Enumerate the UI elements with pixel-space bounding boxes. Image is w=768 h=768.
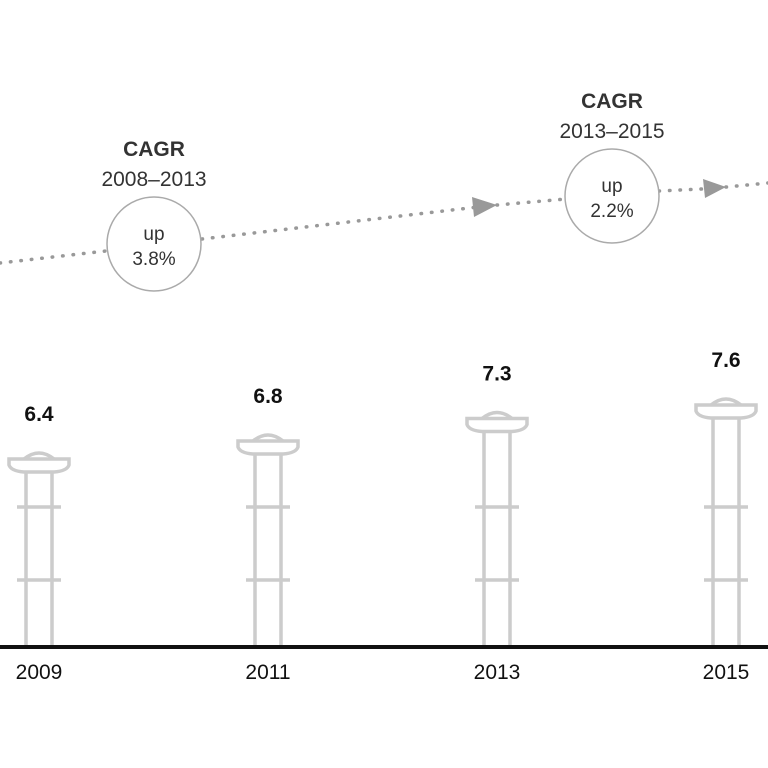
value-label-2011: 6.8 bbox=[253, 385, 283, 408]
trend-segment-3 bbox=[495, 197, 568, 207]
trend-layer bbox=[0, 179, 768, 265]
cagr-annotation-2: CAGR 2013–2015 up 2.2% bbox=[559, 90, 665, 244]
cagr-period: 2013–2015 bbox=[559, 120, 664, 143]
pillar-2011 bbox=[236, 433, 300, 647]
trend-segment-4 bbox=[657, 187, 704, 193]
pillar-2009 bbox=[7, 451, 71, 647]
cagr-title: CAGR bbox=[123, 138, 185, 161]
cagr-circle bbox=[106, 196, 202, 292]
tick-label-2009: 2009 bbox=[16, 661, 63, 684]
pillar-cap-platform bbox=[465, 416, 529, 434]
cagr-period: 2008–2013 bbox=[101, 168, 206, 191]
label-layer: 6.4 2009 6.8 2011 7.3 2013 7.6 2015 bbox=[16, 349, 750, 684]
trend-segment-1 bbox=[0, 249, 108, 265]
value-label-2013: 7.3 bbox=[482, 363, 511, 386]
value-label-2009: 6.4 bbox=[24, 403, 54, 426]
cagr-annotation-1: CAGR 2008–2013 up 3.8% bbox=[101, 138, 207, 292]
cagr-circle bbox=[564, 148, 660, 244]
pillar-2013 bbox=[465, 410, 529, 647]
tick-label-2013: 2013 bbox=[474, 661, 521, 684]
pillar-cap-platform bbox=[236, 439, 300, 456]
trend-segment-5 bbox=[724, 181, 768, 189]
cagr-rate: 2.2% bbox=[590, 201, 633, 222]
tick-label-2015: 2015 bbox=[703, 661, 750, 684]
pillar-cap-dome bbox=[251, 433, 285, 443]
pillar-cap-platform bbox=[7, 457, 71, 474]
tick-label-2011: 2011 bbox=[245, 661, 290, 684]
value-label-2015: 7.6 bbox=[711, 349, 740, 372]
trend-segment-2 bbox=[200, 205, 480, 241]
cagr-direction: up bbox=[601, 176, 622, 197]
annotation-layer: CAGR 2008–2013 up 3.8% CAGR 2013–2015 up 2.2% bbox=[101, 90, 665, 292]
cagr-direction: up bbox=[143, 224, 164, 245]
trend-arrowhead-2 bbox=[703, 179, 726, 198]
pillar-cap-platform bbox=[694, 403, 758, 420]
pillar-cap-dome bbox=[22, 451, 56, 461]
trend-arrowhead-1 bbox=[472, 197, 497, 217]
pillar-2015 bbox=[694, 397, 758, 647]
pillar-cap-dome bbox=[709, 397, 743, 407]
pillar-cap-dome bbox=[480, 410, 514, 420]
pillar-layer bbox=[7, 397, 758, 647]
cagr-rate: 3.8% bbox=[132, 249, 175, 270]
cagr-title: CAGR bbox=[581, 90, 643, 113]
